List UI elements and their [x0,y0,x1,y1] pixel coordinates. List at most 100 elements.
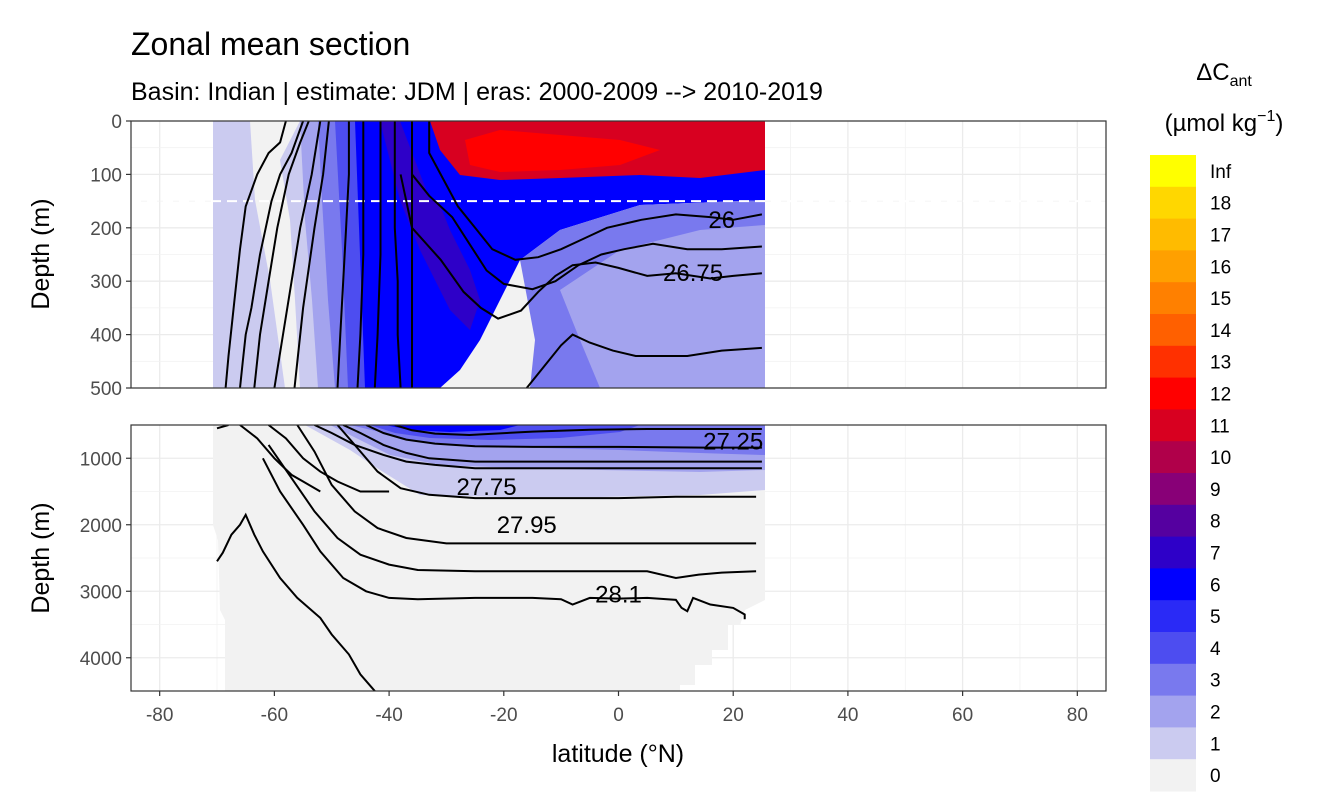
legend-key-label: 9 [1210,480,1221,501]
legend-key [1150,314,1196,347]
isopycnal-line [336,425,757,500]
legend-key-label: 15 [1210,289,1231,310]
isopycnal-line [336,121,350,388]
isopycnal-line [356,121,365,388]
isopycnal-line [267,425,390,493]
isopycnal-line [262,457,746,620]
lower-panel-isopycnal-labels: 27.25 27.75 27.95 28.1 [457,429,764,609]
y-tick-label: 300 [90,272,122,293]
legend-key [1150,727,1196,760]
y-tick-label: 200 [90,219,122,240]
legend-key-label: 6 [1210,575,1221,596]
isopycnal-line [365,425,762,449]
x-tick-label: -20 [490,705,517,726]
legend-key-label: Inf [1210,162,1232,183]
legend-key-label: 2 [1210,703,1221,724]
lower-panel-fill [213,425,765,691]
legend-key-label: 4 [1210,639,1221,660]
x-axis: -80 -60 -40 -20 0 20 40 60 80 [146,691,1088,726]
legend-key-label: 12 [1210,385,1231,406]
upper-panel-isopycnals [224,121,763,388]
legend-key-label: 7 [1210,544,1221,565]
isopycnal-line [411,173,762,291]
legend-unit-prefix: (µmol kg [1165,110,1258,137]
legend-key [1150,441,1196,474]
lower-y-axis-title: Depth (m) [27,502,55,613]
isopycnal-line [399,174,762,320]
y-tick-label: 1000 [80,449,122,470]
isopycnal-line [373,121,382,388]
x-tick-label: -80 [146,705,173,726]
legend-key [1150,377,1196,410]
lower-panel-isopycnals [216,425,762,691]
legend-key-label: 16 [1210,257,1231,278]
legend-unit: (µmol kg−1) [1165,108,1284,137]
lower-fill-level-6 [385,425,520,432]
lower-panel-y-axis: 1000 2000 3000 4000 [80,449,131,670]
legend-title: ΔCant [1196,59,1252,90]
legend-key [1150,218,1196,251]
legend-key [1150,473,1196,506]
legend-key [1150,663,1196,697]
isopycnal-line [428,121,763,261]
legend-key [1150,504,1196,538]
legend-key [1150,568,1196,601]
isopycnal-label: 27.95 [497,512,557,539]
upper-panel-isopycnal-labels: 26 26.75 [663,207,735,287]
isopycnal-line [342,425,762,463]
legend-key [1150,250,1196,283]
legend-title-subscript: ant [1230,73,1253,90]
legend-key-label: 18 [1210,194,1231,215]
y-tick-label: 0 [111,112,122,133]
isopycnal-label: 27.25 [703,429,763,456]
isopycnal-line [525,333,762,388]
legend-key [1150,345,1196,379]
isopycnal-line [224,121,287,388]
legend-key [1150,632,1196,665]
isopycnal-line [314,425,762,470]
isopycnal-label: 26 [708,207,735,234]
legend-key-label: 13 [1210,353,1231,374]
legend-key-label: 17 [1210,226,1231,247]
upper-panel-y-axis: 0 100 200 300 400 500 [90,112,131,400]
legend-key-label: 5 [1210,607,1221,628]
isopycnal-line [394,425,762,437]
y-tick-label: 3000 [80,582,122,603]
y-tick-label: 100 [90,165,122,186]
y-tick-label: 2000 [80,516,122,537]
isopycnal-line [267,444,757,580]
x-tick-label: 80 [1067,705,1088,726]
y-tick-label: 500 [90,379,122,400]
isopycnal-label: 26.75 [663,260,723,287]
legend-key-label: 8 [1210,512,1221,533]
legend-key [1150,600,1196,633]
upper-panel-border [130,120,1107,389]
isopycnal-line [216,512,376,691]
isopycnal-label: 28.1 [595,582,642,609]
legend-key-label: 1 [1210,734,1221,755]
legend-key-label: 3 [1210,671,1221,692]
x-tick-label: -40 [375,705,402,726]
legend-key-label: 14 [1210,321,1232,342]
legend-key-label: 0 [1210,766,1221,787]
legend-key [1150,186,1196,220]
upper-panel-fill [213,121,765,388]
isopycnal-line [393,121,402,388]
upper-y-axis-title: Depth (m) [27,198,55,309]
x-tick-label: 0 [613,705,624,726]
upper-fill-level-12 [465,130,660,172]
isopycnal-line [239,121,305,388]
upper-fill-level-1 [213,121,285,388]
chart-subtitle: Basin: Indian | estimate: JDM | eras: 20… [131,78,823,106]
isopycnal-line [273,121,322,388]
legend-key [1150,759,1196,792]
legend-key [1150,536,1196,569]
legend-title-main: ΔC [1196,59,1229,86]
upper-fill-level-7 [380,121,480,330]
legend-key-label: 11 [1210,416,1230,437]
color-legend: ΔCant (µmol kg−1) Inf1817161514131211109… [1150,59,1283,792]
x-tick-label: 60 [952,705,973,726]
y-tick-label: 400 [90,326,122,347]
